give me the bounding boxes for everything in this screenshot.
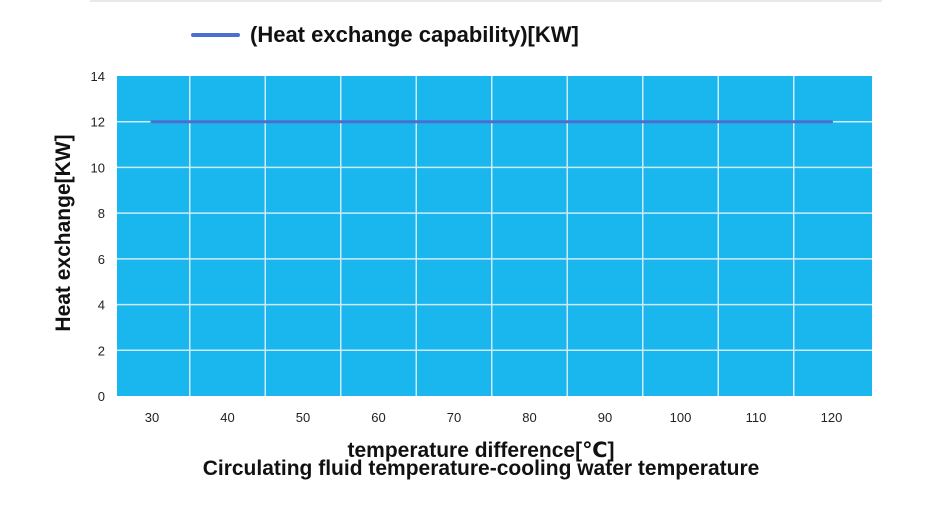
x-tick-label: 40 bbox=[220, 410, 234, 425]
x-axis-label: temperature difference[℃] bbox=[348, 439, 615, 462]
y-axis-ticks: 0 2 4 6 8 10 12 14 bbox=[91, 69, 105, 404]
x-tick-label: 80 bbox=[522, 410, 536, 425]
y-tick-label: 4 bbox=[98, 298, 105, 313]
x-axis-ticks: 30 40 50 60 70 80 90 100 110 120 bbox=[145, 410, 843, 425]
x-tick-label: 110 bbox=[746, 410, 767, 425]
x-tick-label: 70 bbox=[447, 410, 461, 425]
x-tick-label: 60 bbox=[371, 410, 385, 425]
y-tick-label: 12 bbox=[91, 115, 105, 130]
x-axis-sublabel: Circulating fluid temperature-cooling wa… bbox=[203, 457, 760, 480]
legend: (Heat exchange capability)[KW] bbox=[191, 22, 579, 47]
y-tick-label: 0 bbox=[98, 389, 105, 404]
x-tick-label: 100 bbox=[670, 410, 692, 425]
x-tick-label: 50 bbox=[296, 410, 310, 425]
y-tick-label: 2 bbox=[98, 343, 105, 358]
legend-label: (Heat exchange capability)[KW] bbox=[250, 22, 579, 47]
y-tick-label: 8 bbox=[98, 206, 105, 221]
top-divider bbox=[90, 0, 882, 2]
y-tick-label: 6 bbox=[98, 252, 105, 267]
x-tick-label: 90 bbox=[598, 410, 612, 425]
y-tick-label: 10 bbox=[91, 160, 105, 175]
x-tick-label: 120 bbox=[821, 410, 843, 425]
y-axis-label: Heat exchange[KW] bbox=[52, 134, 75, 331]
plot-area bbox=[117, 76, 872, 396]
x-tick-label: 30 bbox=[145, 410, 159, 425]
grid bbox=[117, 76, 872, 396]
y-tick-label: 14 bbox=[91, 69, 105, 84]
